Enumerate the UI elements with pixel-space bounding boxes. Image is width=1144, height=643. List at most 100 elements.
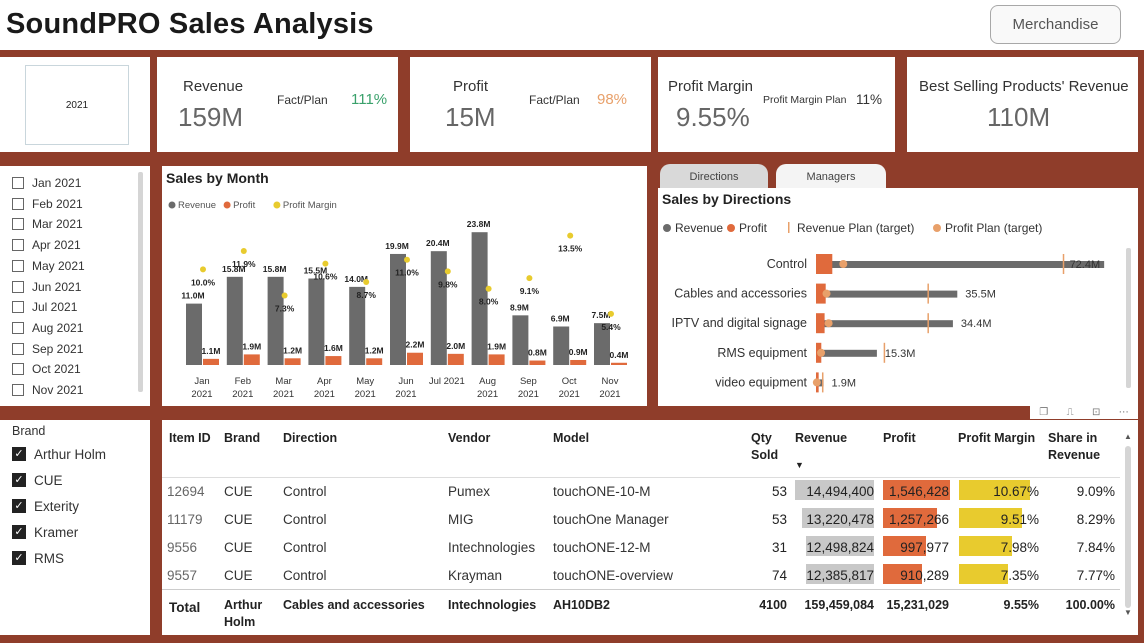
month-option[interactable]: Jun 2021 bbox=[12, 279, 81, 295]
sales-by-month-chart: Revenue Profit Profit Margin 11.0M 1.1M 10.0%… bbox=[168, 200, 628, 400]
month-scrollbar[interactable] bbox=[138, 172, 143, 392]
year-slicer-panel: 2021 bbox=[0, 57, 150, 152]
checkbox-icon[interactable] bbox=[12, 384, 24, 396]
profit-data-label: 2.2M bbox=[406, 340, 425, 350]
month-option[interactable]: Aug 2021 bbox=[12, 320, 83, 336]
checkbox-icon[interactable] bbox=[12, 218, 24, 231]
merchandise-button[interactable]: Merchandise bbox=[990, 5, 1121, 44]
profit-margin-data-label: 7.3% bbox=[275, 303, 295, 313]
brand-option[interactable]: ✓ RMS bbox=[12, 549, 64, 567]
month-option[interactable]: Oct 2021 bbox=[12, 361, 81, 377]
profit-margin-data-label: 5.4% bbox=[601, 322, 621, 332]
month-label: Jul 2021 bbox=[32, 300, 78, 315]
month-option[interactable]: Apr 2021 bbox=[12, 237, 81, 253]
x-tick-label: Aug bbox=[479, 376, 496, 387]
checkbox-icon[interactable] bbox=[12, 280, 24, 293]
checked-checkbox-icon[interactable]: ✓ bbox=[12, 499, 26, 513]
profit-plan-marker bbox=[812, 378, 821, 387]
month-option[interactable]: Jan 2021 bbox=[12, 175, 81, 191]
table-scrollbar[interactable] bbox=[1125, 446, 1131, 608]
revenue-data-label: 7.5M bbox=[592, 310, 611, 320]
brand-option[interactable]: ✓ Kramer bbox=[12, 523, 78, 541]
cell-revenue: 13,220,478 bbox=[806, 512, 874, 527]
kpi-profit-factplan-value: 98% bbox=[597, 91, 628, 108]
brand-label: Kramer bbox=[34, 524, 79, 540]
x-tick-label: 2021 bbox=[191, 389, 212, 400]
pin-icon[interactable]: ⎍ bbox=[1066, 406, 1074, 418]
sales-by-month-title: Sales by Month bbox=[166, 170, 269, 186]
col-header-revenue[interactable]: Revenue bbox=[795, 431, 848, 445]
checked-checkbox-icon[interactable]: ✓ bbox=[12, 525, 26, 539]
profit-margin-data-label: 8.7% bbox=[357, 290, 377, 300]
revenue-bar bbox=[816, 290, 958, 298]
profit-data-bar bbox=[883, 536, 927, 556]
revenue-data-label: 19.9M bbox=[385, 241, 409, 251]
checkbox-icon[interactable] bbox=[12, 321, 24, 334]
col-header-qty-sold[interactable]: Qty Sold bbox=[751, 431, 779, 462]
brand-option[interactable]: ✓ Exterity bbox=[12, 497, 79, 515]
x-tick-label: Jul 2021 bbox=[429, 376, 465, 387]
brand-option[interactable]: ✓ Arthur Holm bbox=[12, 445, 106, 463]
sort-desc-icon[interactable]: ▼ bbox=[795, 460, 804, 470]
profit-bar bbox=[816, 283, 826, 304]
month-option[interactable]: Jul 2021 bbox=[12, 299, 77, 315]
directions-scrollbar[interactable] bbox=[1126, 248, 1131, 388]
col-header-share[interactable]: Share in Revenue bbox=[1048, 431, 1101, 462]
more-options-icon[interactable]: ⋯ bbox=[1118, 406, 1129, 418]
revenue-bar bbox=[594, 323, 610, 365]
margin-data-bar bbox=[959, 480, 1030, 500]
month-label: Jan 2021 bbox=[32, 176, 82, 190]
checkbox-icon[interactable] bbox=[12, 342, 24, 355]
tab-directions[interactable]: Directions bbox=[660, 164, 768, 190]
profit-margin-point bbox=[240, 248, 247, 255]
cell-direction: Control bbox=[283, 512, 327, 527]
month-label: Apr 2021 bbox=[32, 238, 81, 253]
year-slicer-tile[interactable]: 2021 bbox=[25, 65, 129, 145]
revenue-plan-marker bbox=[927, 283, 929, 304]
month-option[interactable]: Feb 2021 bbox=[12, 196, 83, 212]
col-header-brand[interactable]: Brand bbox=[224, 431, 261, 445]
brand-option[interactable]: ✓ CUE bbox=[12, 471, 63, 489]
revenue-plan-marker bbox=[927, 313, 929, 334]
col-header-profit-margin[interactable]: Profit Margin bbox=[958, 431, 1036, 445]
brand-slicer-title: Brand bbox=[12, 424, 46, 438]
revenue-data-label: 11.0M bbox=[181, 291, 204, 301]
brand-label: RMS bbox=[34, 550, 64, 566]
tab-managers[interactable]: Managers bbox=[776, 164, 886, 190]
kpi-best-value: 110M bbox=[987, 102, 1051, 132]
profit-margin-data-label: 11.0% bbox=[395, 268, 419, 278]
table-scroll-up-icon[interactable]: ▲ bbox=[1124, 432, 1132, 441]
margin-data-bar bbox=[959, 564, 1008, 584]
x-tick-label: 2021 bbox=[518, 389, 539, 400]
col-header-profit[interactable]: Profit bbox=[883, 431, 916, 445]
col-header-vendor[interactable]: Vendor bbox=[448, 431, 491, 445]
checkbox-icon[interactable] bbox=[12, 197, 24, 210]
month-option[interactable]: Mar 2021 bbox=[12, 216, 83, 232]
checkbox-icon[interactable] bbox=[12, 363, 24, 376]
x-tick-label: May bbox=[356, 376, 374, 387]
checked-checkbox-icon[interactable]: ✓ bbox=[12, 551, 26, 565]
checkbox-icon[interactable] bbox=[12, 301, 24, 314]
col-header-model[interactable]: Model bbox=[553, 431, 590, 445]
month-option[interactable]: May 2021 bbox=[12, 258, 85, 274]
copy-icon[interactable]: ❐ bbox=[1039, 406, 1049, 418]
cell-profit: 1,257,266 bbox=[888, 512, 949, 527]
col-header-direction[interactable]: Direction bbox=[283, 431, 338, 445]
focus-icon[interactable]: ⊡ bbox=[1091, 406, 1101, 418]
revenue-bar bbox=[512, 315, 529, 365]
month-option[interactable]: Sep 2021 bbox=[12, 341, 83, 357]
checkbox-icon[interactable] bbox=[12, 239, 24, 252]
legend-label: Revenue Plan (target) bbox=[797, 221, 914, 235]
profit-data-label: 1.6M bbox=[324, 343, 343, 353]
checked-checkbox-icon[interactable]: ✓ bbox=[12, 473, 26, 487]
cell-profit-margin: 7.35% bbox=[1000, 568, 1039, 583]
col-header-item-id[interactable]: Item ID bbox=[169, 431, 211, 445]
profit-data-label: 0.9M bbox=[569, 347, 588, 357]
month-option[interactable]: Nov 2021 bbox=[12, 382, 83, 398]
margin-data-bar bbox=[959, 536, 1013, 556]
checkbox-icon[interactable] bbox=[12, 259, 24, 272]
checked-checkbox-icon[interactable]: ✓ bbox=[12, 447, 26, 461]
checkbox-icon[interactable] bbox=[12, 177, 24, 189]
table-scroll-down-icon[interactable]: ▼ bbox=[1124, 608, 1132, 617]
cell-item-id: 9556 bbox=[167, 540, 198, 555]
